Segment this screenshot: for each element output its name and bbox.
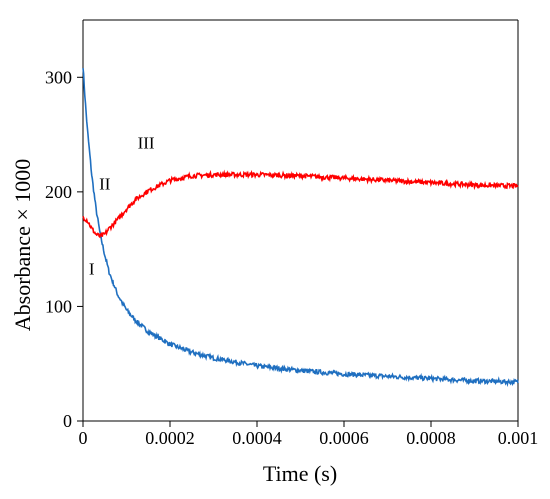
- y-tick-label: 0: [63, 411, 72, 431]
- series-layer: [82, 68, 519, 388]
- y-axis-title: Absorbance × 1000: [10, 159, 35, 331]
- x-tick-label: 0: [79, 428, 88, 448]
- ticks: 0 0.0002 0.0004 0.0006 0.0008 0.001 0 100 200 300: [45, 67, 538, 448]
- x-axis-title: Time (s): [263, 461, 337, 486]
- annotation-label: II: [99, 175, 111, 194]
- x-tick-label: 0.001: [498, 428, 539, 448]
- annotation-label: III: [138, 133, 155, 152]
- y-tick-label: 300: [45, 67, 72, 87]
- plot-area: [82, 19, 519, 422]
- x-tick-label: 0.0006: [319, 428, 369, 448]
- y-tick-label: 200: [45, 182, 72, 202]
- x-tick-label: 0.0004: [232, 428, 282, 448]
- annotation-label: I: [89, 259, 95, 278]
- x-tick-label: 0.0002: [145, 428, 195, 448]
- series-line-2: [82, 169, 519, 239]
- series-line-1: [82, 68, 519, 388]
- y-tick-label: 100: [45, 296, 72, 316]
- x-tick-label: 0.0008: [406, 428, 456, 448]
